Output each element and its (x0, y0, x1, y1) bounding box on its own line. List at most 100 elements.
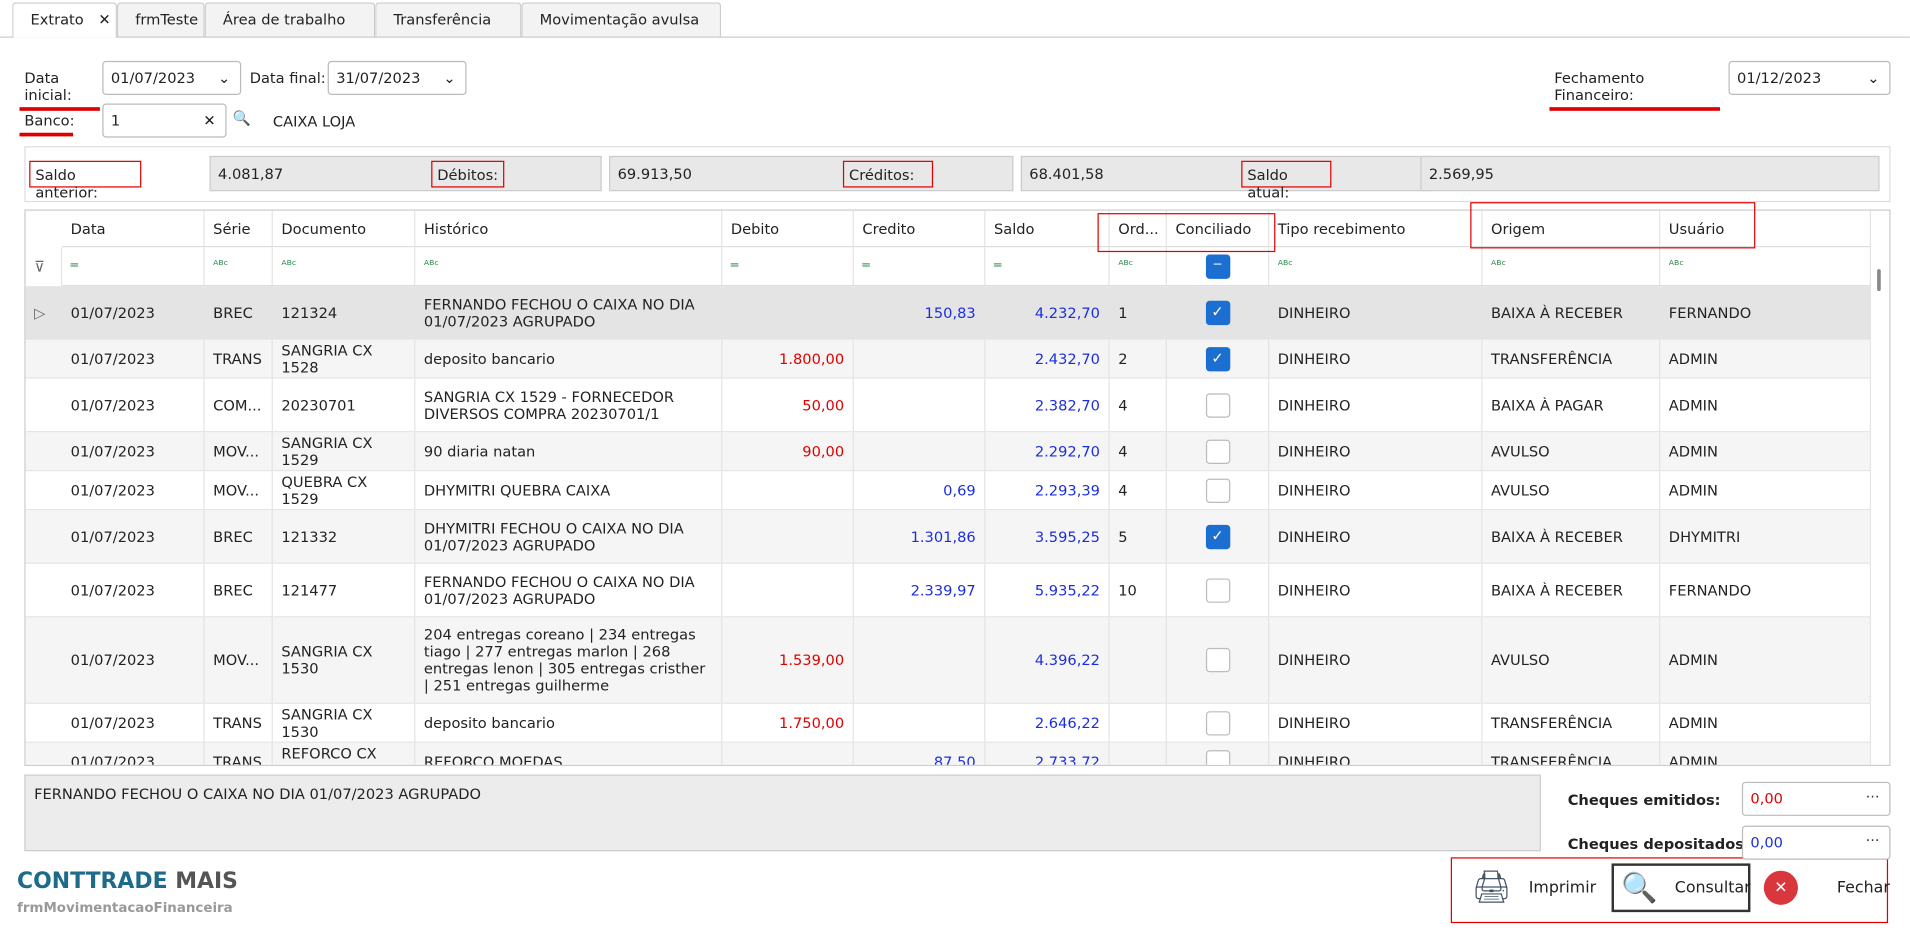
tab[interactable]: Extrato ✕ (12, 2, 117, 38)
cell-text: 0,69 (943, 481, 976, 499)
tab[interactable]: Área de trabalho (204, 2, 376, 37)
cell (1110, 703, 1167, 742)
cheque-input[interactable]: 0,00 ··· (1741, 781, 1891, 816)
table-row[interactable]: 01/07/2023 BREC 121332 DHYMITRI FECHOU O CA… (25, 510, 1872, 564)
cell (854, 703, 986, 742)
checkbox[interactable]: ✓ (1205, 300, 1230, 325)
cell-text: DINHEIRO (1277, 303, 1351, 321)
filter-checkbox[interactable]: − (1205, 253, 1230, 279)
checkbox[interactable] (1205, 647, 1230, 673)
column-header[interactable]: Tipo recebimento (1269, 210, 1483, 248)
column-header[interactable]: Conciliado (1166, 210, 1270, 248)
cell: 4.232,70 (985, 286, 1110, 339)
tab[interactable]: frmTeste (116, 2, 205, 37)
more[interactable]: ··· (1865, 831, 1880, 849)
cell-text: SANGRIA CX 1529 (281, 434, 373, 469)
checkbox[interactable] (1205, 392, 1230, 418)
filter-icon[interactable]: ⊽ (26, 247, 63, 287)
cell-text: BAIXA À RECEBER (1490, 303, 1623, 321)
cell (854, 432, 986, 471)
cell: 5 (1110, 510, 1167, 563)
filter-cell: ᴬᴮᶜ (1269, 247, 1483, 287)
column-header[interactable]: Origem (1482, 210, 1661, 248)
cell-text: DINHEIRO (1277, 714, 1351, 732)
print-button[interactable]: 🖨 Imprimir (1471, 869, 1597, 907)
column-header[interactable]: Documento (272, 210, 416, 248)
date-input[interactable]: 01/12/2023 ⌄ (1728, 60, 1891, 95)
tab-label: Extrato (30, 10, 84, 29)
cell-text: 01/07/2023 (70, 396, 155, 414)
tab[interactable]: Transferência (375, 2, 522, 37)
cell: SANGRIA CX 1528 (273, 339, 416, 378)
cell: 87,50 (854, 742, 986, 765)
cell-text: FERNANDO FECHOU O CAIXA NO DIA 01/07/202… (423, 572, 695, 608)
checkbox[interactable] (1205, 577, 1230, 603)
checkbox[interactable]: ✓ (1205, 346, 1230, 371)
cell: FERNANDO FECHOU O CAIXA NO DIA 01/07/202… (415, 286, 723, 339)
cell: ADMIN (1660, 742, 1872, 765)
cell: 01/07/2023 (62, 432, 205, 471)
checkbox[interactable] (1205, 477, 1230, 503)
table-row[interactable]: 01/07/2023 TRANS SANGRIA CX 1528 deposito b… (25, 339, 1872, 379)
cell: SANGRIA CX 1530 (273, 617, 416, 703)
cell-text: TRANSFERÊNCIA (1490, 753, 1613, 766)
table-row[interactable]: 01/07/2023 COM... 20230701 SANGRIA CX 1529 … (25, 378, 1872, 433)
cell (722, 742, 854, 765)
cell: BREC (205, 286, 273, 339)
cell-text: 01/07/2023 (70, 303, 155, 321)
date-input[interactable]: 31/07/2023 ⌄ (327, 60, 467, 95)
cheque-input[interactable]: 0,00 ··· (1741, 825, 1891, 860)
column-header[interactable]: Ord... (1109, 210, 1167, 248)
cell-text: DHYMITRI FECHOU O CAIXA NO DIA 01/07/202… (423, 519, 684, 554)
checkbox[interactable] (1205, 439, 1230, 464)
label: Imprimir (1528, 878, 1597, 897)
label: Fechamento Financeiro: (1549, 66, 1720, 111)
more[interactable]: ··· (1865, 787, 1880, 805)
cell-text: 01/07/2023 (70, 350, 155, 368)
search-icon[interactable]: 🔍 (232, 109, 251, 127)
filter-cell: ᴬᴮᶜ (1109, 247, 1167, 287)
column-header[interactable]: Debito (722, 210, 854, 248)
checkbox[interactable]: ✓ (1205, 524, 1230, 549)
summary-value: 4.081,87 (209, 155, 602, 192)
checkbox[interactable] (1205, 749, 1230, 765)
cell-text: ADMIN (1668, 651, 1718, 669)
column-header[interactable]: Saldo (985, 210, 1110, 248)
column-header[interactable]: Série (204, 210, 273, 248)
cell: DHYMITRI FECHOU O CAIXA NO DIA 01/07/202… (415, 510, 723, 563)
cell-text: DINHEIRO (1277, 396, 1351, 414)
cell: FERNANDO (1660, 563, 1872, 617)
table-row[interactable]: 01/07/2023 MOV... SANGRIA CX 1530 204 entre… (25, 617, 1872, 704)
cell: ADMIN (1660, 471, 1872, 510)
date-input[interactable]: 01/07/2023 ⌄ (102, 60, 242, 95)
detail: FERNANDO FECHOU O CAIXA NO DIA 01/07/202… (24, 774, 1541, 852)
cell-text: FERNANDO FECHOU O CAIXA NO DIA 01/07/202… (423, 295, 695, 330)
tab[interactable]: Movimentação avulsa (521, 2, 722, 37)
cell: 01/07/2023 (62, 510, 205, 563)
table-row[interactable]: 01/07/2023 TRANS REFORCO CX 1530 REFORCO MO… (25, 742, 1872, 766)
search-button[interactable]: 🔍 Consultar (1611, 863, 1751, 913)
cell: 121477 (273, 563, 416, 617)
cell-text: 1.539,00 (779, 651, 845, 669)
bank-input[interactable]: 1 ✕ (102, 103, 227, 138)
column-header[interactable]: Credito (853, 210, 986, 248)
cell: TRANS (205, 742, 273, 765)
cell (722, 471, 854, 510)
cell-text: deposito bancario (423, 714, 555, 732)
table-row[interactable]: 01/07/2023 MOV... SANGRIA CX 1529 90 diaria… (25, 432, 1872, 472)
table-row[interactable]: 01/07/2023 BREC 121477 FERNANDO FECHOU O CA… (25, 563, 1872, 618)
table-row[interactable]: 01/07/2023 MOV... QUEBRA CX 1529 DHYMITRI Q… (25, 471, 1872, 511)
table-row[interactable]: ▷ 01/07/2023 BREC 121324 FERNANDO FECHOU O C… (25, 286, 1872, 340)
column-header[interactable]: Usuário (1660, 210, 1872, 248)
tab-close[interactable]: ✕ (98, 10, 111, 29)
table-row[interactable]: 01/07/2023 TRANS SANGRIA CX 1530 deposito b… (25, 703, 1872, 743)
column-header[interactable]: Histórico (415, 210, 723, 248)
cell: TRANSFERÊNCIA (1482, 339, 1661, 378)
checkbox[interactable] (1205, 710, 1230, 735)
cell: TRANSFERÊNCIA (1482, 703, 1661, 742)
column-header[interactable]: Data (62, 210, 205, 248)
close-button[interactable]: ✕ Fechar (1763, 863, 1890, 912)
cell-text: BREC (213, 581, 253, 599)
value: 0,00 (1750, 834, 1783, 852)
cell-text: 3.595,25 (1034, 527, 1100, 545)
